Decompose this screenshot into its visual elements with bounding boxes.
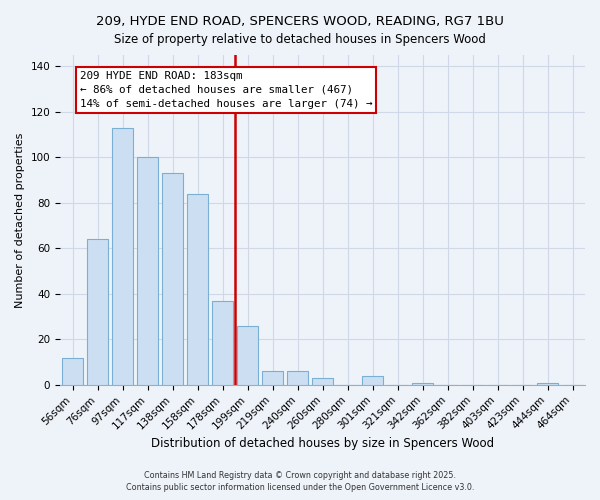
Bar — [212, 300, 233, 385]
Bar — [187, 194, 208, 385]
Bar — [537, 382, 558, 385]
Bar — [262, 371, 283, 385]
Bar — [62, 358, 83, 385]
Bar — [362, 376, 383, 385]
Bar — [237, 326, 258, 385]
Bar — [112, 128, 133, 385]
Text: Contains HM Land Registry data © Crown copyright and database right 2025.
Contai: Contains HM Land Registry data © Crown c… — [126, 471, 474, 492]
Bar — [412, 382, 433, 385]
X-axis label: Distribution of detached houses by size in Spencers Wood: Distribution of detached houses by size … — [151, 437, 494, 450]
Y-axis label: Number of detached properties: Number of detached properties — [15, 132, 25, 308]
Text: Size of property relative to detached houses in Spencers Wood: Size of property relative to detached ho… — [114, 32, 486, 46]
Bar — [87, 240, 108, 385]
Text: 209 HYDE END ROAD: 183sqm
← 86% of detached houses are smaller (467)
14% of semi: 209 HYDE END ROAD: 183sqm ← 86% of detac… — [80, 71, 373, 109]
Bar — [287, 371, 308, 385]
Bar — [312, 378, 333, 385]
Bar — [137, 158, 158, 385]
Text: 209, HYDE END ROAD, SPENCERS WOOD, READING, RG7 1BU: 209, HYDE END ROAD, SPENCERS WOOD, READI… — [96, 15, 504, 28]
Bar — [162, 174, 183, 385]
